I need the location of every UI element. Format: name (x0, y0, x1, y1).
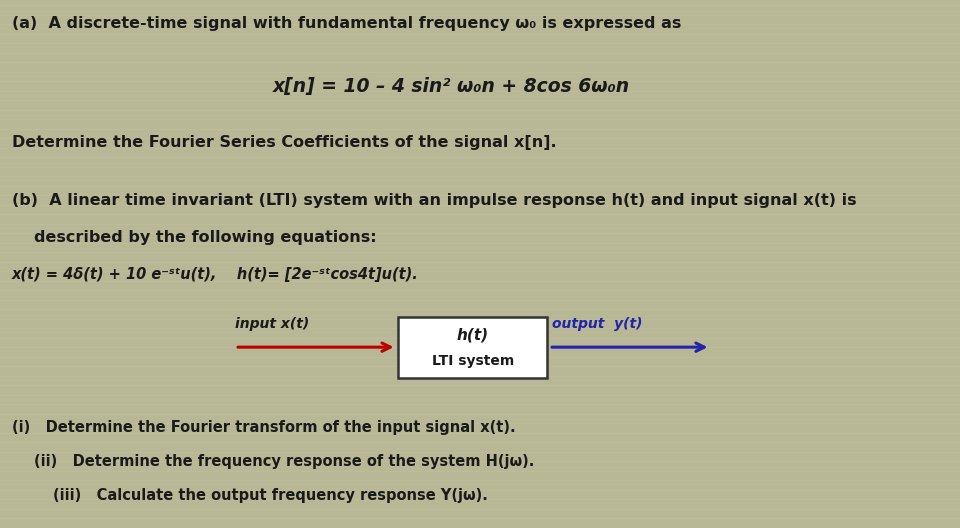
Text: input x(t): input x(t) (235, 317, 309, 332)
Text: described by the following equations:: described by the following equations: (34, 230, 376, 244)
Text: (i)   Determine the Fourier transform of the input signal x(t).: (i) Determine the Fourier transform of t… (12, 420, 516, 435)
Text: x(t) = 4δ(t) + 10 e⁻ˢᵗu(t),    h(t)= [2e⁻ˢᵗcos4t]u(t).: x(t) = 4δ(t) + 10 e⁻ˢᵗu(t), h(t)= [2e⁻ˢᵗ… (12, 267, 419, 281)
Text: (ii)   Determine the frequency response of the system H(jω).: (ii) Determine the frequency response of… (34, 454, 534, 469)
Text: (a)  A discrete-time signal with fundamental frequency ω₀ is expressed as: (a) A discrete-time signal with fundamen… (12, 16, 681, 31)
Text: LTI system: LTI system (432, 354, 514, 367)
Text: (b)  A linear time invariant (LTI) system with an impulse response h(t) and inpu: (b) A linear time invariant (LTI) system… (12, 193, 856, 208)
Text: (iii)   Calculate the output frequency response Y(jω).: (iii) Calculate the output frequency res… (53, 488, 488, 503)
Text: output  y(t): output y(t) (552, 317, 642, 332)
FancyBboxPatch shape (398, 317, 547, 378)
Text: h(t): h(t) (457, 327, 489, 343)
Text: Determine the Fourier Series Coefficients of the signal x[n].: Determine the Fourier Series Coefficient… (12, 135, 556, 149)
Text: x[n] = 10 – 4 sin² ω₀n + 8cos 6ω₀n: x[n] = 10 – 4 sin² ω₀n + 8cos 6ω₀n (273, 77, 630, 96)
